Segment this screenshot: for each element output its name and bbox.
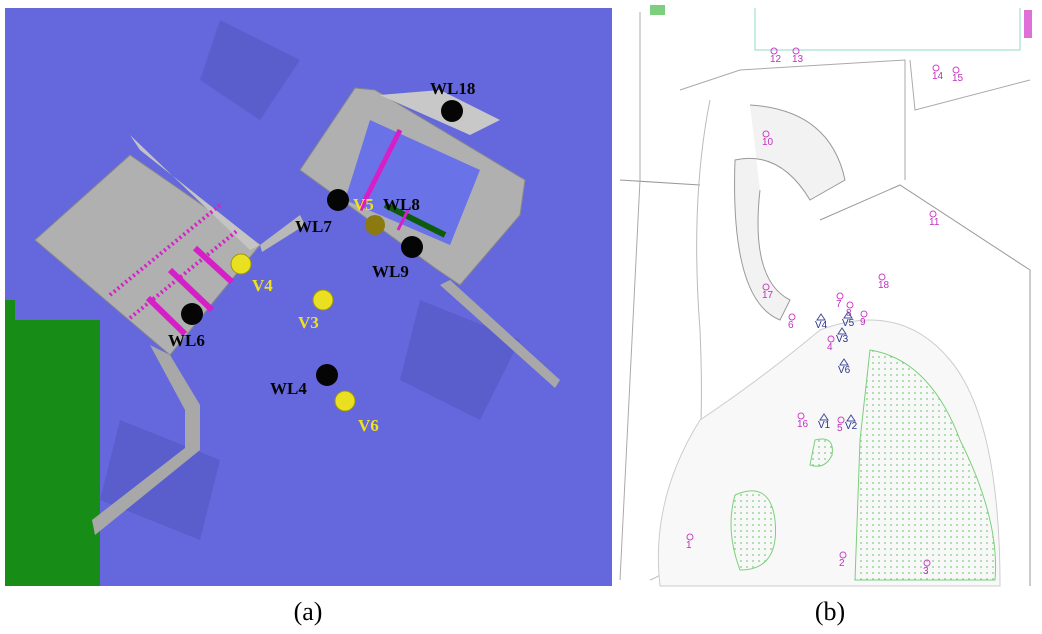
marker [650, 5, 665, 15]
point-label: 1 [686, 540, 692, 551]
point-label: 11 [929, 217, 940, 228]
point-label: 15 [952, 73, 964, 84]
probe-label: WL8 [383, 195, 420, 214]
bank [5, 300, 15, 330]
probe [327, 189, 349, 211]
point-label: 17 [762, 290, 774, 301]
probe-label: WL18 [430, 79, 475, 98]
point-label: V5 [842, 318, 855, 329]
probe [335, 391, 355, 411]
point-label: V2 [845, 421, 858, 432]
caption: (a) [294, 597, 323, 626]
point-label: 7 [836, 299, 842, 310]
point-label: 13 [792, 54, 804, 65]
bank [5, 320, 100, 586]
point-label: 16 [797, 419, 809, 430]
probe [313, 290, 333, 310]
probe [231, 254, 251, 274]
caption: (b) [815, 597, 845, 626]
point-label: V4 [815, 320, 828, 331]
point-label: V1 [818, 420, 831, 431]
probe [401, 236, 423, 258]
point-label: 12 [770, 54, 782, 65]
probe [316, 364, 338, 386]
point-label: V3 [836, 334, 849, 345]
probe [441, 100, 463, 122]
probe [365, 215, 385, 235]
probe-label: WL4 [270, 379, 307, 398]
figure: (a) (b) WL18WL7V5WL8WL9V4V3WL6WL4V612131… [0, 0, 1042, 634]
green-area [731, 491, 776, 570]
probe-label: WL7 [295, 217, 332, 236]
point-label: 5 [837, 423, 843, 434]
marker [1024, 10, 1032, 38]
probe-label: V5 [353, 195, 374, 214]
point-label: V6 [838, 365, 851, 376]
panel-b [618, 5, 1036, 586]
probe [181, 303, 203, 325]
probe-label: V3 [298, 313, 319, 332]
point-label: 14 [932, 71, 944, 82]
probe-label: WL9 [372, 262, 409, 281]
probe-label: V6 [358, 416, 379, 435]
probe-label: V4 [252, 276, 273, 295]
point-label: 9 [860, 317, 866, 328]
probe-label: WL6 [168, 331, 205, 350]
point-label: 4 [827, 342, 833, 353]
point-label: 10 [762, 137, 774, 148]
point-label: 3 [923, 566, 929, 577]
point-label: 18 [878, 280, 890, 291]
point-label: 2 [839, 558, 845, 569]
panel-a [5, 8, 612, 586]
point-label: 6 [788, 320, 794, 331]
